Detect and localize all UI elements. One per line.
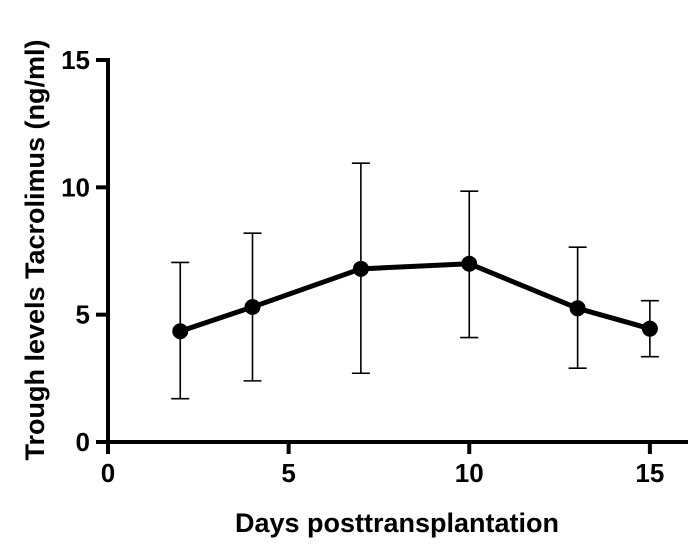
data-point	[461, 255, 478, 272]
data-point	[641, 320, 658, 337]
data-point	[244, 299, 261, 316]
x-tick-label: 15	[635, 458, 664, 488]
y-tick-label: 10	[61, 172, 90, 202]
data-point	[172, 323, 189, 340]
axes: 0 5 10 15 0 5 10 15	[61, 45, 688, 488]
series-lines	[179, 261, 651, 334]
y-tick-label: 15	[61, 45, 90, 75]
x-tick-label: 0	[101, 458, 115, 488]
data-points	[172, 255, 658, 340]
y-tick-label: 0	[76, 427, 90, 457]
y-tick-label: 5	[76, 300, 90, 330]
series-line	[179, 261, 651, 334]
x-axis-title: Days posttransplantation	[235, 508, 559, 538]
x-tick-label: 10	[455, 458, 484, 488]
error-bars	[171, 162, 659, 400]
data-point	[569, 300, 586, 317]
data-point	[352, 260, 369, 277]
y-axis-title: Trough levels Tacrolimus (ng/ml)	[20, 39, 50, 460]
x-tick-label: 5	[281, 458, 295, 488]
